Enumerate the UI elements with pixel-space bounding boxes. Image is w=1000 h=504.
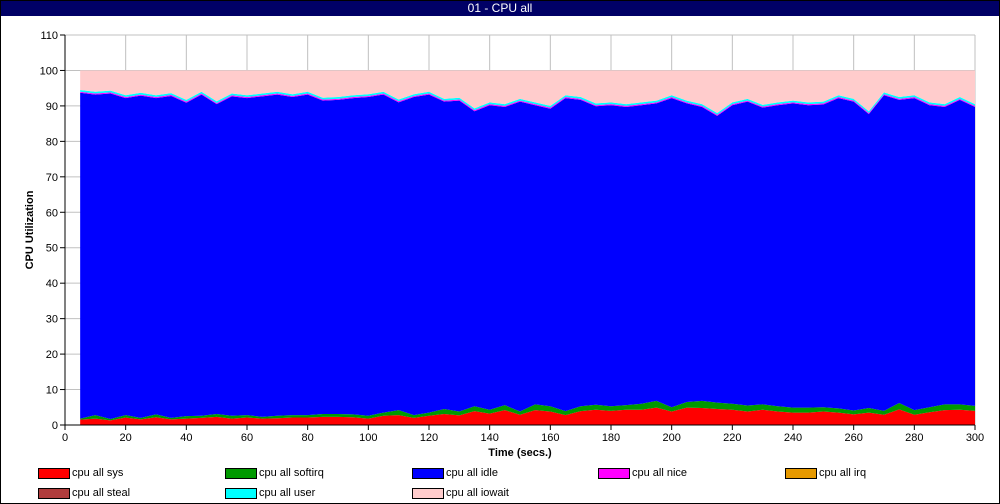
legend-label: cpu all sys [72, 467, 124, 479]
x-tick-label: 240 [784, 432, 802, 444]
x-tick-label: 220 [723, 432, 741, 444]
window-title: 01 - CPU all [1, 1, 999, 16]
x-tick-label: 200 [662, 432, 680, 444]
y-tick-label: 60 [46, 207, 58, 219]
y-tick-label: 90 [46, 101, 58, 113]
y-tick-label: 70 [46, 172, 58, 184]
y-tick-label: 30 [46, 314, 58, 326]
legend-label: cpu all idle [446, 467, 498, 479]
x-tick-label: 180 [602, 432, 620, 444]
legend-label: cpu all nice [632, 467, 688, 479]
x-tick-label: 280 [905, 432, 923, 444]
x-tick-label: 260 [844, 432, 862, 444]
area-cpu-all-softirq [80, 400, 975, 421]
legend-swatch [412, 488, 444, 499]
legend-swatch [412, 468, 444, 479]
x-axis-label: Time (secs.) [488, 447, 552, 459]
legend-swatch [598, 468, 630, 479]
x-tick-label: 0 [62, 432, 68, 444]
legend-swatch [38, 488, 70, 499]
x-tick-label: 80 [302, 432, 314, 444]
legend-label: cpu all user [259, 487, 316, 499]
x-tick-label: 140 [480, 432, 498, 444]
y-tick-label: 80 [46, 136, 58, 148]
legend-swatch [785, 468, 817, 479]
legend-swatch [225, 468, 257, 479]
y-tick-label: 100 [40, 65, 58, 77]
y-axis-label: CPU Utilization [24, 190, 36, 269]
y-tick-label: 50 [46, 243, 58, 255]
x-tick-label: 40 [180, 432, 192, 444]
y-tick-label: 20 [46, 349, 58, 361]
y-tick-label: 10 [46, 385, 58, 397]
x-tick-label: 60 [241, 432, 253, 444]
x-tick-label: 100 [359, 432, 377, 444]
legend-label: cpu all iowait [446, 487, 509, 499]
y-tick-label: 0 [52, 420, 58, 432]
area-cpu-all-iowait [80, 70, 975, 113]
x-tick-label: 160 [541, 432, 559, 444]
area-cpu-all-sys [80, 407, 975, 425]
x-tick-label: 120 [420, 432, 438, 444]
x-tick-label: 20 [120, 432, 132, 444]
legend-label: cpu all steal [72, 487, 131, 499]
legend-label: cpu all softirq [259, 467, 324, 479]
area-cpu-all-idle [80, 92, 975, 419]
legend-label: cpu all irq [819, 467, 867, 479]
y-tick-label: 40 [46, 278, 58, 290]
legend-swatch [38, 468, 70, 479]
y-tick-label: 110 [40, 30, 58, 42]
x-tick-label: 300 [966, 432, 984, 444]
legend-swatch [225, 488, 257, 499]
area-cpu-all-user [80, 89, 975, 115]
